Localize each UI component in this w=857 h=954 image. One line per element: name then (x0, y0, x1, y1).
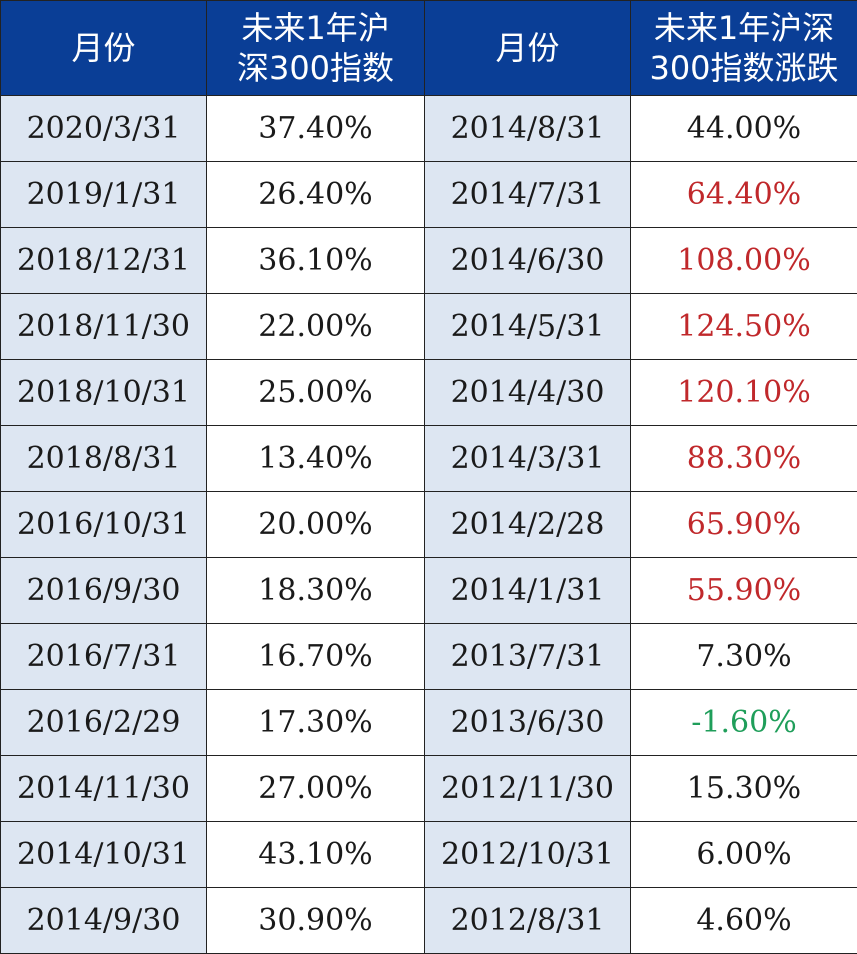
return-cell-left: 37.40% (207, 96, 425, 162)
return-cell-left: 16.70% (207, 624, 425, 690)
header-month-left-label: 月份 (71, 29, 135, 67)
header-index-return-right-line1: 未来1年沪深 (631, 8, 857, 48)
return-cell-right: 65.90% (631, 492, 857, 558)
return-cell-left: 27.00% (207, 756, 425, 822)
month-cell-right: 2014/2/28 (425, 492, 631, 558)
month-cell-left: 2020/3/31 (1, 96, 207, 162)
return-cell-left: 30.90% (207, 888, 425, 954)
header-row: 月份 未来1年沪 深300指数 月份 未来1年沪深 300指数涨跌 (1, 1, 857, 96)
return-cell-right: 15.30% (631, 756, 857, 822)
return-cell-left: 13.40% (207, 426, 425, 492)
header-index-return-left: 未来1年沪 深300指数 (207, 1, 425, 96)
month-cell-right: 2012/8/31 (425, 888, 631, 954)
month-cell-right: 2014/7/31 (425, 162, 631, 228)
month-cell-left: 2018/12/31 (1, 228, 207, 294)
month-cell-left: 2014/10/31 (1, 822, 207, 888)
month-cell-right: 2014/1/31 (425, 558, 631, 624)
return-cell-right: 55.90% (631, 558, 857, 624)
return-cell-right: 120.10% (631, 360, 857, 426)
month-cell-left: 2018/10/31 (1, 360, 207, 426)
month-cell-right: 2014/3/31 (425, 426, 631, 492)
return-cell-left: 25.00% (207, 360, 425, 426)
return-cell-right: 108.00% (631, 228, 857, 294)
month-cell-left: 2018/11/30 (1, 294, 207, 360)
return-cell-left: 43.10% (207, 822, 425, 888)
month-cell-right: 2012/10/31 (425, 822, 631, 888)
month-cell-right: 2013/6/30 (425, 690, 631, 756)
month-cell-right: 2012/11/30 (425, 756, 631, 822)
month-cell-left: 2016/2/29 (1, 690, 207, 756)
month-cell-left: 2019/1/31 (1, 162, 207, 228)
month-cell-left: 2014/11/30 (1, 756, 207, 822)
return-cell-left: 17.30% (207, 690, 425, 756)
header-index-return-left-line1: 未来1年沪 (207, 8, 424, 48)
header-month-right-label: 月份 (495, 29, 559, 67)
return-cell-right: 7.30% (631, 624, 857, 690)
month-cell-left: 2014/9/30 (1, 888, 207, 954)
return-cell-left: 36.10% (207, 228, 425, 294)
header-month-right: 月份 (425, 1, 631, 96)
month-cell-right: 2013/7/31 (425, 624, 631, 690)
return-cell-right: 88.30% (631, 426, 857, 492)
table-header: 月份 未来1年沪 深300指数 月份 未来1年沪深 300指数涨跌 (1, 1, 857, 96)
month-cell-right: 2014/4/30 (425, 360, 631, 426)
return-cell-left: 20.00% (207, 492, 425, 558)
return-cell-left: 26.40% (207, 162, 425, 228)
return-cell-right: 6.00% (631, 822, 857, 888)
month-cell-left: 2016/10/31 (1, 492, 207, 558)
month-cell-right: 2014/6/30 (425, 228, 631, 294)
month-cell-left: 2016/9/30 (1, 558, 207, 624)
month-cell-right: 2014/8/31 (425, 96, 631, 162)
header-index-return-right-line2: 300指数涨跌 (631, 48, 857, 88)
return-cell-right: -1.60% (631, 690, 857, 756)
month-cell-left: 2016/7/31 (1, 624, 207, 690)
header-index-return-right: 未来1年沪深 300指数涨跌 (631, 1, 857, 96)
month-cell-left: 2018/8/31 (1, 426, 207, 492)
header-month-left: 月份 (1, 1, 207, 96)
header-index-return-left-line2: 深300指数 (207, 48, 424, 88)
return-cell-right: 124.50% (631, 294, 857, 360)
return-cell-left: 18.30% (207, 558, 425, 624)
month-cell-right: 2014/5/31 (425, 294, 631, 360)
return-cell-right: 4.60% (631, 888, 857, 954)
return-cell-right: 44.00% (631, 96, 857, 162)
return-cell-left: 22.00% (207, 294, 425, 360)
return-cell-right: 64.40% (631, 162, 857, 228)
